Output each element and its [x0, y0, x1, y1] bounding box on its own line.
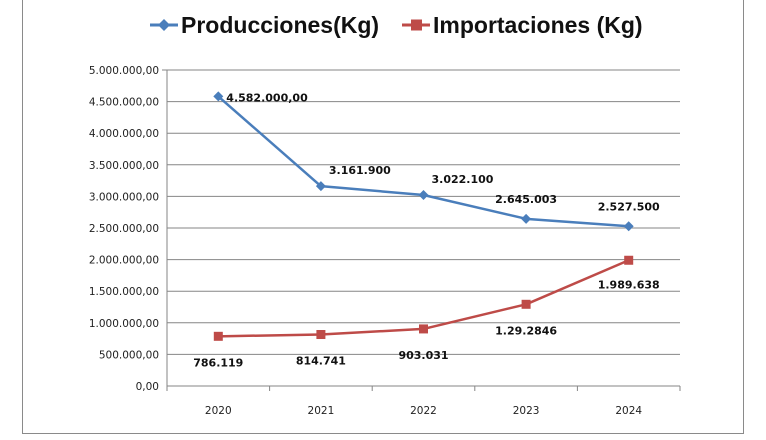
- data-label: 814.741: [296, 355, 346, 368]
- series-1-point: [521, 299, 531, 309]
- series-0-point: [521, 213, 532, 224]
- data-label: 1.989.638: [598, 278, 660, 291]
- series-0-point: [418, 190, 429, 201]
- x-tick-label: 2021: [308, 405, 335, 417]
- data-label: 2.645.003: [495, 193, 557, 206]
- series-1-point: [316, 330, 326, 340]
- y-tick-label: 1.500.000,00: [89, 286, 159, 298]
- data-label: 903.031: [398, 349, 448, 362]
- data-label: 786.119: [193, 356, 243, 369]
- chart-series: [213, 91, 634, 341]
- data-label: 1.29.2846: [495, 324, 557, 337]
- data-label: 3.022.100: [432, 173, 494, 186]
- series-line-0: [217, 95, 629, 228]
- x-tick-label: 2022: [410, 405, 437, 417]
- x-tick-label: 2020: [205, 405, 232, 417]
- series-1-point: [419, 324, 428, 334]
- legend-label-0: Producciones(Kg): [181, 12, 379, 38]
- series-1-point: [213, 331, 223, 341]
- data-label: 2.527.500: [598, 200, 660, 213]
- y-tick-label: 2.500.000,00: [89, 223, 159, 235]
- x-tick-label: 2023: [513, 405, 540, 417]
- y-tick-label: 1.000.000,00: [89, 318, 159, 330]
- chart-frame: [22, 0, 744, 434]
- y-tick-label: 5.000.000,00: [89, 65, 159, 77]
- series-0-point: [315, 181, 326, 192]
- data-label: 3.161.900: [329, 164, 391, 177]
- legend-marker-1: [411, 19, 422, 31]
- y-tick-label: 4.000.000,00: [89, 128, 159, 140]
- series-0-point: [213, 91, 224, 102]
- chart-axes: 0,00 500.000,00 1.000.000,00 1.500.000,00 2.…: [89, 65, 681, 417]
- y-tick-label: 3.500.000,00: [89, 160, 159, 172]
- y-tick-label: 4.500.000,00: [89, 97, 159, 109]
- data-label: 4.582.000,00: [226, 91, 308, 104]
- y-tick-label: 500.000,00: [99, 349, 159, 361]
- x-tick-label: 2024: [615, 405, 642, 417]
- y-tick-label: 3.000.000,00: [89, 191, 159, 203]
- y-tick-label: 0,00: [136, 381, 159, 393]
- y-tick-label: 2.000.000,00: [89, 255, 159, 267]
- chart-legend: Producciones(Kg) Importaciones (Kg): [150, 12, 643, 38]
- series-0-point: [623, 221, 634, 232]
- legend-marker-0: [158, 19, 170, 31]
- series-1-point: [624, 255, 634, 265]
- legend-label-1: Importaciones (Kg): [433, 12, 643, 38]
